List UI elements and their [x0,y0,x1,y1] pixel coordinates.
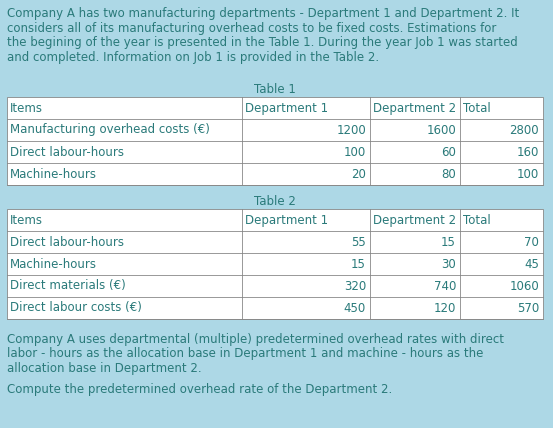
Text: considers all of its manufacturing overhead costs to be fixed costs. Estimations: considers all of its manufacturing overh… [7,21,497,35]
Text: 100: 100 [517,167,539,181]
Text: Total: Total [463,101,491,115]
Text: Department 2: Department 2 [373,214,456,226]
Bar [7,97,543,185]
Text: allocation base in Department 2.: allocation base in Department 2. [7,362,202,375]
Text: Items: Items [10,101,43,115]
Text: 570: 570 [517,301,539,315]
Text: 60: 60 [441,146,456,158]
Text: Manufacturing overhead costs (€): Manufacturing overhead costs (€) [10,124,210,137]
Text: 160: 160 [517,146,539,158]
Text: 2800: 2800 [509,124,539,137]
Text: 1600: 1600 [426,124,456,137]
Text: 320: 320 [344,279,366,292]
Text: 70: 70 [524,235,539,249]
Text: 100: 100 [344,146,366,158]
Text: Company A has two manufacturing departments - Department 1 and Department 2. It: Company A has two manufacturing departme… [7,7,519,20]
Text: Department 1: Department 1 [245,214,328,226]
Text: 15: 15 [441,235,456,249]
Text: and completed. Information on Job 1 is provided in the Table 2.: and completed. Information on Job 1 is p… [7,51,379,63]
Text: Machine-hours: Machine-hours [10,258,97,270]
Text: 20: 20 [351,167,366,181]
Text: Company A uses departmental (multiple) predetermined overhead rates with direct: Company A uses departmental (multiple) p… [7,333,504,346]
Text: 1200: 1200 [336,124,366,137]
Text: 1060: 1060 [509,279,539,292]
Text: the begining of the year is presented in the Table 1. During the year Job 1 was : the begining of the year is presented in… [7,36,518,49]
Text: Direct labour-hours: Direct labour-hours [10,146,124,158]
Text: 80: 80 [441,167,456,181]
Text: Department 1: Department 1 [245,101,328,115]
Text: Table 2: Table 2 [254,195,296,208]
Text: 15: 15 [351,258,366,270]
Text: 30: 30 [441,258,456,270]
Text: Direct labour costs (€): Direct labour costs (€) [10,301,142,315]
Bar [7,209,543,319]
Text: Direct materials (€): Direct materials (€) [10,279,126,292]
Text: 120: 120 [434,301,456,315]
Text: 740: 740 [434,279,456,292]
Text: Machine-hours: Machine-hours [10,167,97,181]
Text: Department 2: Department 2 [373,101,456,115]
Text: Compute the predetermined overhead rate of the Department 2.: Compute the predetermined overhead rate … [7,383,392,395]
Text: 450: 450 [344,301,366,315]
Text: 45: 45 [524,258,539,270]
Text: Table 1: Table 1 [254,83,296,96]
Text: labor - hours as the allocation base in Department 1 and machine - hours as the: labor - hours as the allocation base in … [7,348,483,360]
Text: 55: 55 [351,235,366,249]
Text: Items: Items [10,214,43,226]
Text: Total: Total [463,214,491,226]
Text: Direct labour-hours: Direct labour-hours [10,235,124,249]
